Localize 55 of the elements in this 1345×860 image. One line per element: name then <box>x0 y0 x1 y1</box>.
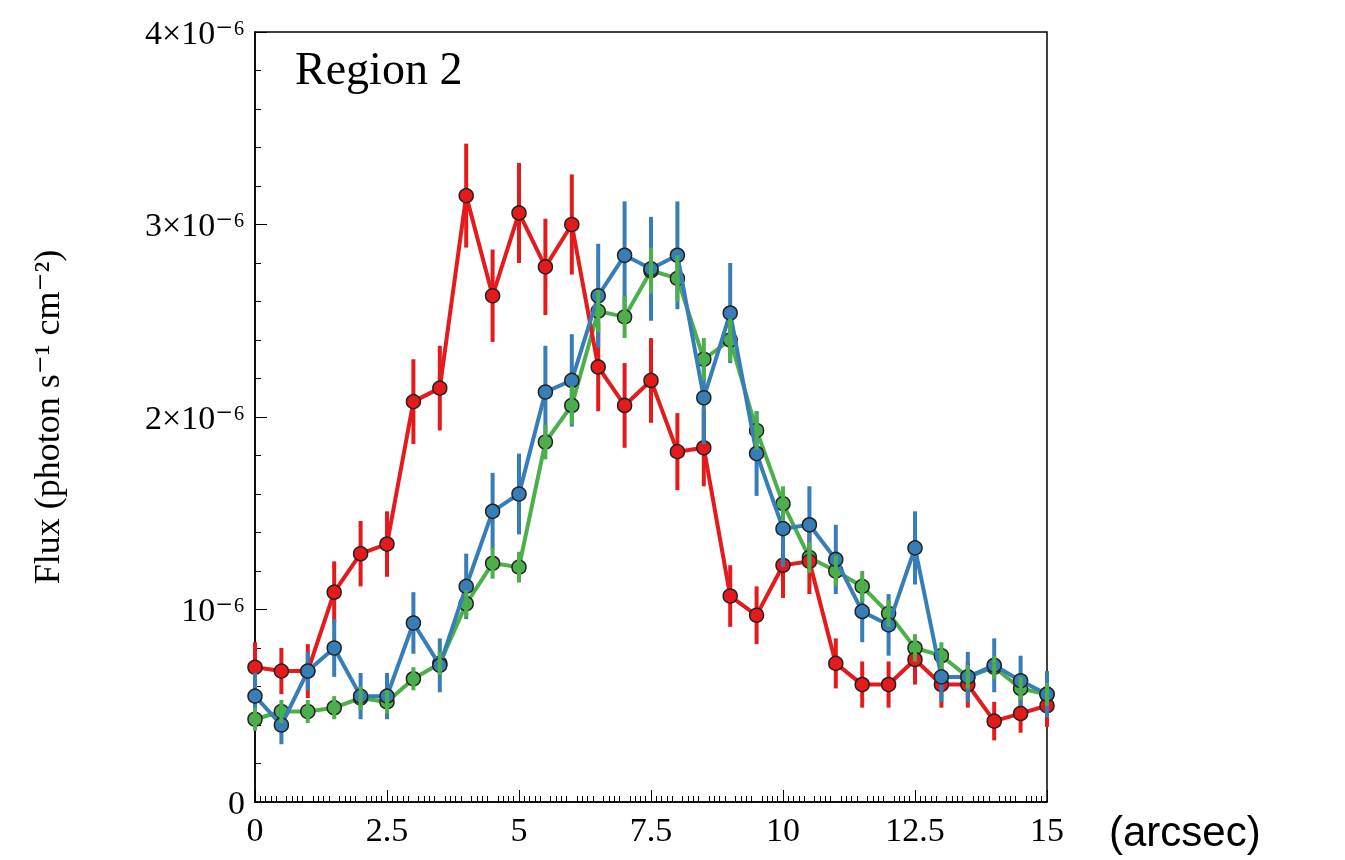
point <box>643 372 659 389</box>
point <box>854 603 870 620</box>
point <box>854 676 870 693</box>
point <box>828 655 844 672</box>
point <box>590 359 606 375</box>
y-tick-label: 2×10⁻⁶ <box>145 398 245 436</box>
point <box>880 676 897 693</box>
point <box>537 259 554 275</box>
point <box>405 615 422 631</box>
point <box>537 384 554 400</box>
point <box>352 545 369 562</box>
point <box>616 247 633 264</box>
point <box>247 688 263 704</box>
point <box>458 578 474 595</box>
point <box>722 305 738 321</box>
y-tick-label: 0 <box>228 783 245 821</box>
point <box>696 440 712 456</box>
point <box>986 713 1002 729</box>
x-axis-title: (arcsec) <box>1109 807 1261 855</box>
point <box>775 520 791 537</box>
point <box>458 187 474 204</box>
x-tick-label: 7.5 <box>629 810 673 848</box>
y-axis-title: Flux (photon s⁻¹ cm⁻²) <box>27 249 67 585</box>
x-tick-label: 5 <box>510 810 528 848</box>
point <box>432 380 448 396</box>
chart-title: Region 2 <box>295 42 463 94</box>
point <box>1012 705 1029 722</box>
point <box>511 205 527 221</box>
point <box>801 517 818 533</box>
point <box>247 659 263 675</box>
point <box>511 486 527 502</box>
y-tick-label: 10⁻⁶ <box>181 591 245 628</box>
point <box>379 536 395 552</box>
y-tick-label: 4×10⁻⁶ <box>145 13 245 51</box>
point <box>616 397 633 414</box>
point <box>273 663 290 679</box>
x-tick-label: 2.5 <box>365 810 409 848</box>
point <box>484 287 501 304</box>
point <box>907 540 923 556</box>
point <box>933 669 950 685</box>
point <box>564 216 580 233</box>
point <box>484 503 501 520</box>
point <box>722 588 738 604</box>
x-tick-label: 15 <box>1030 810 1064 848</box>
x-tick-label: 12.5 <box>885 810 945 848</box>
x-tick-label: 10 <box>766 810 800 848</box>
point <box>564 372 580 389</box>
point <box>326 640 342 656</box>
point <box>326 584 342 600</box>
point <box>748 445 765 462</box>
point <box>669 443 686 460</box>
point <box>696 390 712 406</box>
point <box>748 607 765 624</box>
y-tick-label: 3×10⁻⁶ <box>145 206 245 243</box>
point <box>405 393 422 410</box>
